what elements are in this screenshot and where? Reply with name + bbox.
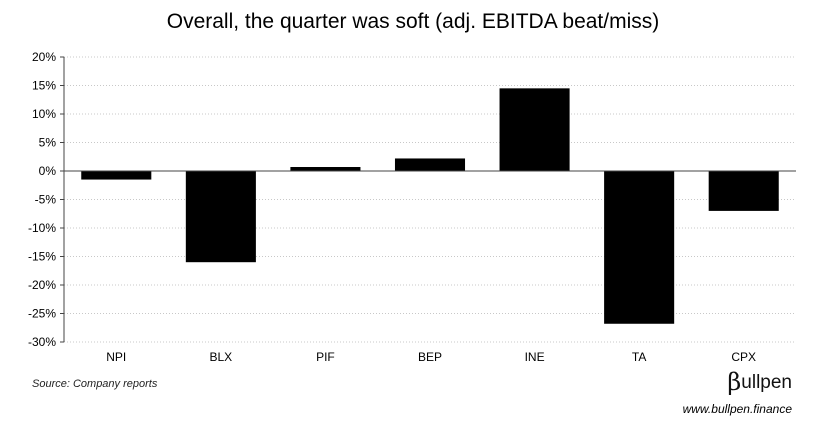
y-tick-label: 15% xyxy=(32,79,56,93)
x-tick-label: BEP xyxy=(418,350,442,364)
bar-npi xyxy=(81,171,152,180)
x-tick-label: NPI xyxy=(106,350,126,364)
x-tick-label: TA xyxy=(632,350,646,364)
y-tick-label: -20% xyxy=(28,278,56,292)
x-tick-label: BLX xyxy=(210,350,233,364)
bar-ta xyxy=(604,171,675,324)
brand-logo: βullpen xyxy=(727,368,792,396)
bar-blx xyxy=(185,171,256,263)
y-tick-label: -30% xyxy=(28,335,56,349)
source-note: Source: Company reports xyxy=(32,378,158,390)
x-tick-label: PIF xyxy=(316,350,335,364)
gridlines xyxy=(60,56,796,343)
y-tick-label: 10% xyxy=(32,107,56,121)
x-axis-tick-labels: NPI BLX PIF BEP INE TA CPX xyxy=(106,350,756,364)
x-tick-label: CPX xyxy=(731,350,756,364)
y-tick-label: -15% xyxy=(28,250,56,264)
bar-ine xyxy=(499,88,570,171)
brand-name: ullpen xyxy=(741,372,792,393)
bars xyxy=(81,88,779,324)
website-link: www.bullpen.finance xyxy=(682,402,792,416)
y-tick-label: 5% xyxy=(39,136,57,150)
y-tick-label: -25% xyxy=(28,307,56,321)
brand-beta: β xyxy=(727,368,742,396)
y-tick-label: 0% xyxy=(39,164,57,178)
bar-bep xyxy=(394,158,466,171)
y-axis-tick-labels: 20% 15% 10% 5% 0% -5% -10% -15% -20% -25% -30% xyxy=(28,50,56,349)
y-tick-label: 20% xyxy=(32,50,56,64)
bar-cpx xyxy=(708,171,779,211)
y-tick-label: -10% xyxy=(28,221,56,235)
chart-title: Overall, the quarter was soft (adj. EBIT… xyxy=(166,10,660,33)
y-tick-label: -5% xyxy=(35,193,57,207)
bar-pif xyxy=(290,167,361,171)
x-tick-label: INE xyxy=(525,350,545,364)
